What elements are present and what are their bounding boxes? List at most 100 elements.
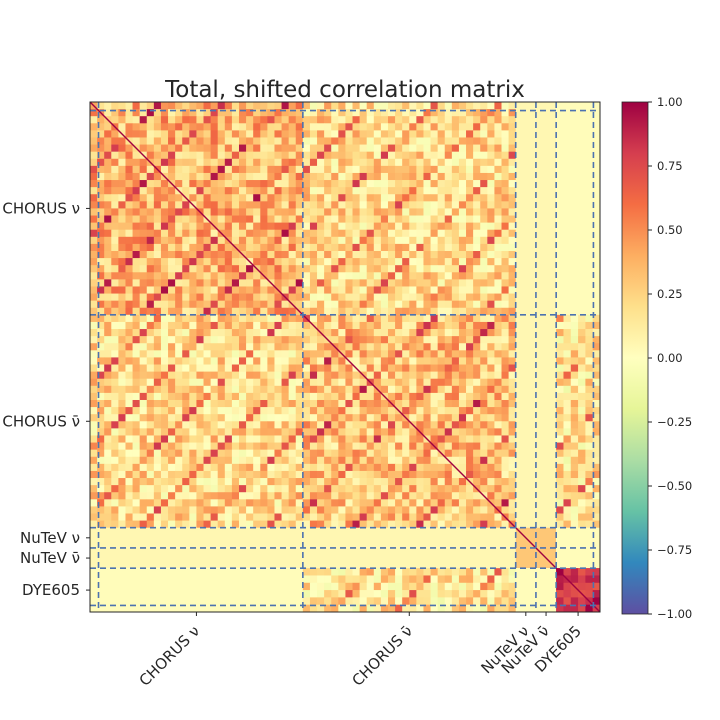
heatmap-cell: [246, 243, 254, 252]
heatmap-cell: [409, 442, 417, 450]
heatmap-cell: [175, 258, 183, 266]
heatmap-cell: [458, 307, 467, 316]
heatmap-cell: [402, 407, 410, 415]
heatmap-cell: [246, 222, 254, 231]
heatmap-block: [535, 527, 557, 548]
heatmap-cell: [175, 307, 183, 316]
heatmap-cell: [274, 499, 282, 507]
heatmap-cell: [563, 364, 572, 372]
heatmap-cell: [508, 463, 517, 472]
heatmap-cell: [480, 307, 488, 316]
heatmap-cell: [160, 513, 169, 521]
heatmap-cell: [175, 357, 183, 365]
heatmap-cell: [139, 272, 148, 280]
heatmap-cell: [359, 492, 368, 500]
heatmap-cell: [423, 357, 431, 365]
heatmap-cell: [196, 144, 204, 152]
heatmap-cell: [451, 307, 460, 316]
heatmap-cell: [210, 456, 219, 465]
heatmap-cell: [366, 506, 375, 514]
heatmap-cell: [153, 286, 162, 294]
heatmap-cell: [359, 449, 368, 458]
heatmap-cell: [246, 265, 254, 273]
heatmap-cell: [317, 286, 325, 294]
heatmap-cell: [288, 456, 297, 465]
heatmap-cell: [317, 568, 325, 576]
heatmap-cell: [253, 229, 261, 238]
heatmap-cell: [231, 258, 240, 266]
heatmap-cell: [373, 378, 382, 387]
heatmap-cell: [380, 300, 389, 309]
heatmap-cell: [444, 568, 453, 576]
heatmap-cell: [125, 201, 133, 209]
heatmap-cell: [288, 215, 297, 223]
heatmap-cell: [118, 102, 126, 110]
heatmap-cell: [160, 492, 169, 500]
colorbar-tick-label: −0.50: [657, 479, 692, 493]
heatmap-cell: [182, 279, 190, 287]
heatmap-cell: [281, 116, 289, 124]
heatmap-cell: [203, 414, 211, 422]
heatmap-cell: [387, 343, 396, 351]
heatmap-cell: [281, 506, 289, 514]
heatmap-cell: [146, 229, 155, 238]
heatmap-cell: [153, 194, 162, 202]
heatmap-cell: [146, 102, 155, 110]
heatmap-cell: [309, 520, 318, 529]
heatmap-cell: [295, 407, 304, 415]
heatmap-cell: [153, 520, 162, 529]
heatmap-cell: [97, 392, 105, 401]
heatmap-cell: [395, 172, 403, 181]
heatmap-cell: [111, 456, 119, 465]
heatmap-cell: [160, 442, 169, 450]
heatmap-cell: [160, 215, 169, 223]
heatmap-cell: [295, 265, 304, 273]
heatmap-cell: [160, 414, 169, 422]
heatmap-cell: [444, 520, 453, 529]
heatmap-cell: [395, 492, 403, 500]
heatmap-cell: [331, 321, 339, 330]
heatmap-cell: [139, 222, 148, 231]
heatmap-cell: [203, 286, 211, 294]
heatmap-cell: [111, 513, 119, 521]
heatmap-cell: [487, 604, 495, 613]
heatmap-cell: [317, 428, 325, 436]
heatmap-cell: [153, 130, 162, 138]
heatmap-cell: [246, 407, 254, 415]
heatmap-cell: [281, 286, 289, 294]
heatmap-cell: [366, 201, 375, 209]
heatmap-cell: [373, 144, 382, 152]
heatmap-cell: [253, 478, 261, 486]
heatmap-cell: [309, 582, 318, 591]
heatmap-cell: [501, 357, 509, 365]
heatmap-cell: [556, 463, 564, 472]
heatmap-cell: [444, 478, 453, 486]
heatmap-cell: [267, 250, 275, 259]
heatmap-cell: [494, 250, 502, 259]
heatmap-cell: [359, 229, 368, 238]
heatmap-cell: [203, 208, 211, 216]
heatmap-cell: [480, 513, 488, 521]
heatmap-cell: [409, 272, 417, 280]
heatmap-cell: [466, 392, 474, 401]
heatmap-cell: [217, 485, 226, 493]
heatmap-cell: [409, 123, 417, 131]
heatmap-cell: [210, 293, 219, 301]
heatmap-cell: [359, 392, 368, 401]
heatmap-cell: [480, 215, 488, 223]
heatmap-cell: [302, 590, 311, 598]
heatmap-cell: [168, 499, 176, 507]
heatmap-cell: [175, 102, 183, 110]
heatmap-cell: [246, 435, 254, 443]
heatmap-cell: [288, 371, 297, 380]
heatmap-cell: [224, 456, 233, 465]
heatmap-cell: [267, 463, 275, 472]
heatmap-cell: [585, 392, 593, 401]
heatmap-cell: [585, 399, 593, 408]
heatmap-cell: [444, 506, 453, 514]
heatmap-cell: [224, 392, 233, 401]
heatmap-cell: [246, 137, 254, 145]
heatmap-cell: [366, 293, 375, 301]
heatmap-cell: [338, 364, 346, 372]
heatmap-cell: [274, 435, 282, 443]
